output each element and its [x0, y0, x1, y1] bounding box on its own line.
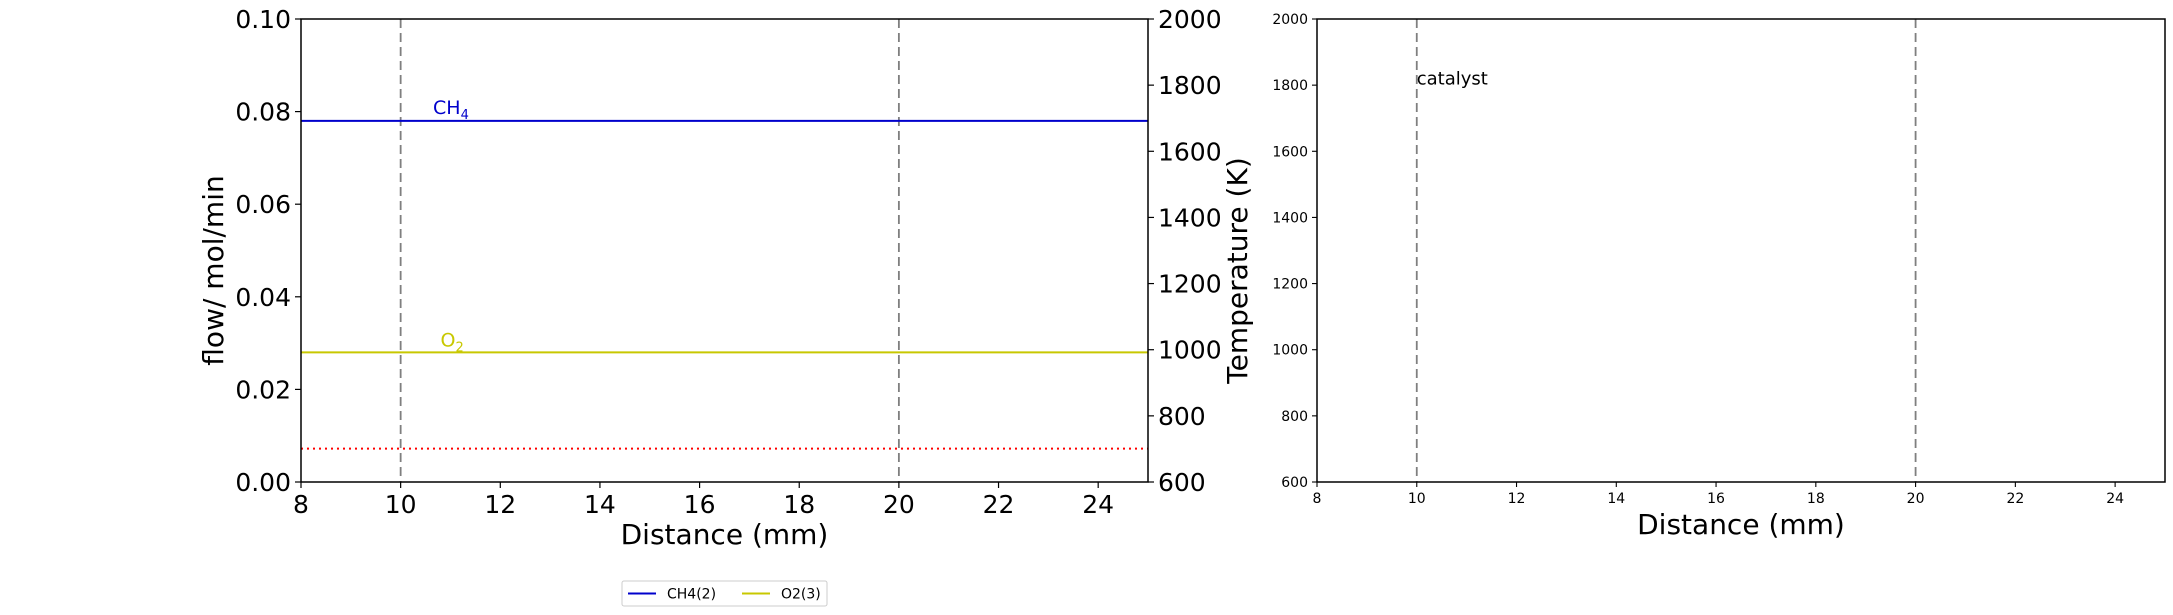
right-panel: catalyst 8 10 12 14 16 18 20 22 24 600 800 1000 120… — [1272, 12, 2166, 541]
legend: CH4(2) O2(3) — [621, 580, 828, 607]
series-label-o2: O2 — [441, 329, 464, 355]
right-x-tick-label: 16 — [1707, 491, 1725, 507]
series-label-o2-sub: 2 — [455, 340, 463, 355]
left-x-tick-label: 22 — [983, 490, 1015, 519]
left-y2-tick-label: 1200 — [1158, 270, 1222, 299]
right-y-tick-label: 600 — [1281, 475, 1308, 491]
left-y2-tick-label: 1000 — [1158, 336, 1222, 365]
series-label-ch4-sub: 4 — [461, 108, 469, 123]
right-plot-frame — [1316, 18, 2166, 483]
left-y-tick-label: 0.02 — [235, 375, 291, 404]
left-y-axis-label: flow/ mol/min — [197, 175, 230, 365]
legend-box — [621, 580, 828, 607]
right-y-tick-label: 800 — [1281, 409, 1308, 425]
legend-label-o2: O2(3) — [781, 587, 821, 603]
right-y-tick-label: 1400 — [1272, 210, 1308, 226]
left-y-tick-label: 0.10 — [235, 5, 291, 34]
left-y2-tick-label: 600 — [1158, 468, 1206, 497]
left-y-tick-label: 0.04 — [235, 283, 291, 312]
right-x-tick-label: 8 — [1313, 491, 1322, 507]
right-x-tick-label: 10 — [1408, 491, 1426, 507]
right-y-tick-label: 1800 — [1272, 78, 1308, 94]
right-x-tick-label: 20 — [1907, 491, 1925, 507]
left-y2-tick-label: 2000 — [1158, 5, 1222, 34]
right-y-tick-label: 1200 — [1272, 277, 1308, 293]
left-plot-frame — [300, 18, 1149, 483]
series-label-o2-base: O — [441, 329, 456, 351]
left-y-tick-label: 0.08 — [235, 98, 291, 127]
left-x-tick-label: 12 — [484, 490, 516, 519]
left-x-tick-label: 10 — [385, 490, 417, 519]
right-x-tick-label: 14 — [1607, 491, 1625, 507]
left-x-tick-label: 24 — [1082, 490, 1114, 519]
series-label-ch4-base: CH — [433, 97, 461, 119]
right-x-tick-label: 24 — [2106, 491, 2124, 507]
left-y-tick-label: 0.06 — [235, 190, 291, 219]
left-y2-tick-label: 1400 — [1158, 203, 1222, 232]
left-x-tick-label: 18 — [783, 490, 815, 519]
right-y-tick-label: 1600 — [1272, 144, 1308, 160]
right-x-tick-label: 12 — [1508, 491, 1526, 507]
left-x-axis-label: Distance (mm) — [621, 518, 829, 551]
right-x-tick-label: 22 — [2006, 491, 2024, 507]
left-y2-tick-label: 800 — [1158, 402, 1206, 431]
left-panel: CH4 O2 8 10 12 14 16 18 20 22 24 0.000.020.040.0… — [197, 5, 1254, 551]
right-y-tick-label: 2000 — [1272, 12, 1308, 28]
left-y2-axis-label: Temperature (K) — [1221, 157, 1254, 384]
left-x-tick-label: 16 — [684, 490, 716, 519]
left-x-tick-label: 20 — [883, 490, 915, 519]
series-label-ch4: CH4 — [433, 97, 469, 123]
left-y2-tick-label: 1600 — [1158, 137, 1222, 166]
left-x-tick-label: 8 — [293, 490, 309, 519]
right-x-tick-label: 18 — [1807, 491, 1825, 507]
legend-label-ch4: CH4(2) — [667, 587, 716, 603]
catalyst-annotation: catalyst — [1417, 69, 1488, 90]
left-x-tick-label: 14 — [584, 490, 616, 519]
right-x-axis-label: Distance (mm) — [1637, 508, 1845, 541]
right-y-tick-label: 1000 — [1272, 343, 1308, 359]
left-y2-tick-label: 1800 — [1158, 71, 1222, 100]
left-y-tick-label: 0.00 — [235, 468, 291, 497]
